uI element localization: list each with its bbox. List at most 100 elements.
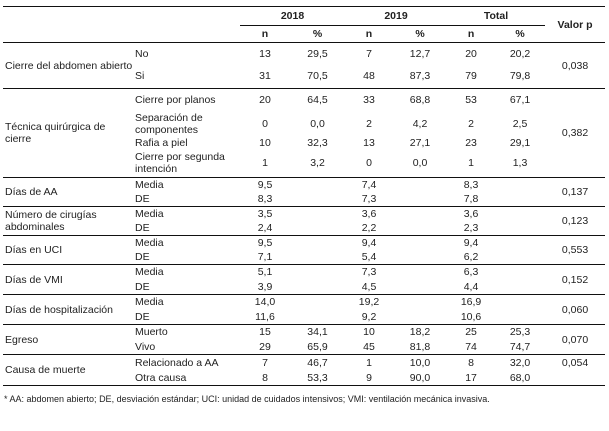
- pct-cell: 12,7: [393, 42, 448, 65]
- row-sublabel: Media: [133, 235, 240, 251]
- empty-cell: [290, 206, 346, 222]
- empty-cell: [290, 264, 346, 280]
- pct-cell: 29,1: [509, 136, 531, 149]
- table-row: DE 2,4 2,2 2,3: [3, 222, 605, 236]
- stat-cell: 5,4: [361, 251, 377, 264]
- stat-cell: 2,3: [463, 222, 479, 235]
- table-row: Rafia a piel 10 32,3 13 27,1 23 29,1: [3, 136, 605, 150]
- header-n: n: [467, 28, 475, 40]
- pct-cell: 25,3: [495, 324, 546, 340]
- pct-cell: 4,2: [412, 117, 428, 130]
- row-label: Días de VMI: [3, 264, 133, 295]
- stat-cell: 3,6: [345, 206, 394, 222]
- header-n: n: [261, 28, 269, 40]
- empty-cell: [393, 235, 448, 251]
- stat-cell: 7,8: [463, 193, 479, 206]
- stat-cell: 9,4: [345, 235, 394, 251]
- header-2019: 2019: [345, 6, 448, 26]
- table-row: DE 11,6 9,2 10,6: [3, 310, 605, 325]
- table-row: Si 31 70,5 48 87,3 79 79,8: [3, 65, 605, 89]
- stat-cell: 8,3: [447, 177, 496, 193]
- pct-cell: 87,3: [409, 70, 431, 83]
- stat-cell: 6,3: [447, 264, 496, 280]
- n-cell: 8: [447, 354, 496, 371]
- table-row: Egreso Muerto 15 34,1 10 18,2 25 25,3 0,070: [3, 324, 606, 355]
- n-cell: 2: [468, 117, 474, 130]
- n-cell: 9: [345, 370, 394, 386]
- row-sublabel: Muerto: [133, 324, 240, 340]
- n-cell: 23: [465, 136, 477, 149]
- row-label: Causa de muerte: [3, 354, 133, 386]
- pct-cell: 29,5: [290, 42, 346, 65]
- p-value: 0,553: [545, 235, 606, 265]
- stat-cell: 9,5: [240, 177, 290, 193]
- pct-cell: 79,8: [509, 70, 531, 83]
- empty-cell: [290, 280, 345, 295]
- row-sublabel: No: [133, 42, 240, 65]
- stat-cell: 2,4: [257, 222, 273, 235]
- pct-cell: 68,8: [393, 88, 448, 112]
- empty-cell: [290, 294, 346, 310]
- n-cell: 20: [240, 88, 290, 112]
- empty-cell: [290, 222, 345, 236]
- row-sublabel: Separación de componentes: [135, 111, 203, 136]
- table-row: Causa de muerte Relacionado a AA 7 46,7 1 10,…: [3, 354, 606, 386]
- table-row: Técnica quirúrgica de cierre Cierre por p…: [3, 88, 606, 178]
- pct-cell: 0,0: [310, 117, 325, 130]
- empty-cell: [495, 310, 545, 325]
- empty-cell: [393, 280, 447, 295]
- n-cell: 10: [345, 324, 394, 340]
- empty-cell: [393, 264, 448, 280]
- stat-cell: 3,6: [447, 206, 496, 222]
- n-cell: 1: [468, 157, 474, 170]
- pct-cell: 70,5: [307, 70, 328, 83]
- p-value: 0,137: [545, 177, 606, 207]
- pct-cell: 27,1: [409, 136, 431, 149]
- table-row: DE 8,3 7,3 7,8: [3, 193, 605, 207]
- row-sublabel: DE: [135, 222, 150, 235]
- empty-cell: [495, 235, 546, 251]
- pct-cell: 53,3: [290, 370, 346, 386]
- empty-cell: [290, 310, 345, 325]
- p-value: 0,123: [545, 206, 606, 236]
- empty-cell: [393, 222, 447, 236]
- p-value: 0,060: [545, 294, 606, 325]
- footnote: * AA: abdomen abierto; DE, desviación es…: [4, 394, 490, 404]
- row-sublabel: Rafia a piel: [135, 136, 188, 149]
- table-row: Días de hospitalización Media 14,0 19,2 16,9…: [3, 294, 606, 325]
- stat-cell: 7,3: [361, 193, 377, 206]
- p-value: [545, 370, 606, 386]
- n-cell: 15: [240, 324, 290, 340]
- empty-cell: [495, 206, 546, 222]
- pct-cell: 34,1: [290, 324, 346, 340]
- n-cell: 7: [345, 42, 394, 65]
- header-pct: %: [515, 28, 525, 40]
- n-cell: 2: [366, 117, 372, 130]
- stat-cell: 4,5: [361, 280, 377, 293]
- table-row: Cierre por segunda intención 1 3,2 0 0,0 1 1,3: [3, 150, 605, 178]
- empty-cell: [393, 251, 447, 265]
- stat-cell: 4,4: [463, 280, 479, 293]
- empty-cell: [495, 294, 546, 310]
- stat-cell: 7,4: [345, 177, 394, 193]
- table-row: DE 3,9 4,5 4,4: [3, 280, 605, 295]
- empty-cell: [495, 177, 546, 193]
- n-cell: 0: [366, 157, 372, 170]
- header-pct: %: [312, 28, 323, 40]
- stat-cell: 10,6: [460, 310, 482, 323]
- empty-cell: [495, 251, 545, 265]
- empty-cell: [495, 264, 546, 280]
- row-sublabel: Relacionado a AA: [133, 354, 240, 371]
- row-label: Cierre del abdomen abierto: [3, 42, 133, 89]
- stat-cell: 11,6: [255, 310, 275, 323]
- row-sublabel: Media: [133, 294, 240, 310]
- p-value: 0,038: [545, 42, 606, 89]
- n-cell: 74: [465, 340, 477, 353]
- empty-cell: [290, 235, 346, 251]
- row-label: Días de hospitalización: [3, 294, 133, 325]
- row-label: Días en UCI: [3, 235, 133, 265]
- stat-cell: 5,1: [240, 264, 290, 280]
- pct-cell: 1,3: [512, 157, 528, 170]
- table-row: Separación de componentes 0 0,0 2 4,2 2 2,5: [3, 112, 605, 136]
- n-cell: 0: [262, 117, 268, 130]
